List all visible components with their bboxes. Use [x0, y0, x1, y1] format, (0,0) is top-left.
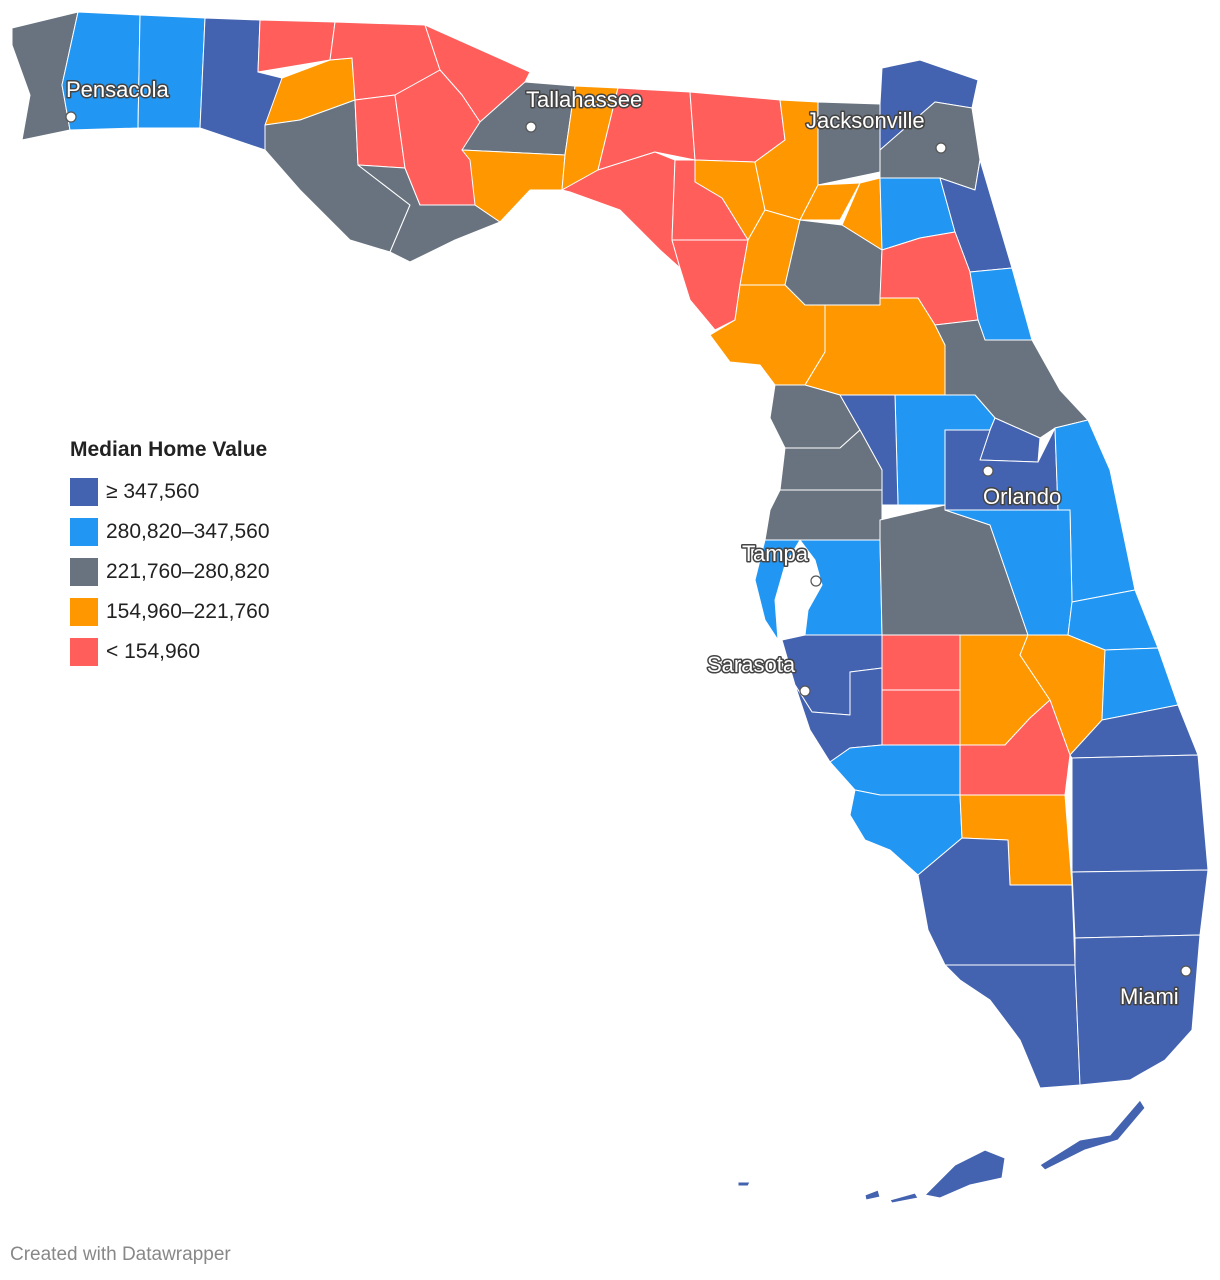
- county-okaloosa[interactable]: [137, 14, 206, 129]
- legend-item: < 154,960: [70, 632, 270, 672]
- county-madison[interactable]: [597, 87, 696, 171]
- county-hardee[interactable]: [881, 634, 961, 691]
- city-label-sarasota: Sarasota: [707, 652, 796, 677]
- legend: Median Home Value ≥ 347,560 280,820–347,…: [70, 438, 270, 672]
- city-dot-jacksonville: [935, 142, 947, 154]
- florida-county-map: Pensacola Tallahassee Jacksonville Orlan…: [11, 11, 1209, 1204]
- city-dot-miami: [1180, 965, 1192, 977]
- county-palm-beach[interactable]: [1071, 754, 1209, 873]
- city-label-tallahassee: Tallahassee: [526, 87, 642, 112]
- legend-item: 280,820–347,560: [70, 512, 270, 552]
- county-monroe[interactable]: [944, 964, 1081, 1089]
- county-miami-dade[interactable]: [1074, 934, 1201, 1086]
- city-dot-tampa: [810, 575, 822, 587]
- city-label-pensacola: Pensacola: [66, 77, 170, 102]
- city-sarasota: Sarasota: [706, 651, 811, 697]
- city-dot-orlando: [982, 465, 994, 477]
- legend-swatch: [70, 558, 98, 586]
- legend-swatch: [70, 478, 98, 506]
- datawrapper-credit: Created with Datawrapper: [10, 1244, 231, 1265]
- legend-title: Median Home Value: [70, 438, 268, 461]
- legend-item: 154,960–221,760: [70, 592, 270, 632]
- city-dot-pensacola: [65, 111, 77, 123]
- city-orlando: Orlando: [982, 465, 1063, 511]
- county-monroe-keys-west[interactable]: [737, 1181, 919, 1204]
- city-tampa: Tampa: [741, 540, 822, 587]
- city-label-tampa: Tampa: [742, 541, 809, 566]
- city-dot-sarasota: [799, 685, 811, 697]
- legend-swatch: [70, 638, 98, 666]
- county-pinellas[interactable]: [754, 539, 801, 641]
- legend-item: 221,760–280,820: [70, 552, 270, 592]
- city-label-orlando: Orlando: [983, 484, 1061, 509]
- county-marion[interactable]: [804, 297, 946, 396]
- county-broward[interactable]: [1071, 869, 1209, 939]
- legend-label: 280,820–347,560: [106, 520, 270, 543]
- city-label-jacksonville: Jacksonville: [806, 108, 925, 133]
- county-santa-rosa[interactable]: [61, 11, 141, 131]
- county-monroe-keys-east[interactable]: [1039, 1099, 1146, 1171]
- county-hillsborough[interactable]: [799, 539, 883, 636]
- legend-label: 221,760–280,820: [106, 560, 270, 583]
- county-charlotte[interactable]: [829, 744, 961, 796]
- legend-item: ≥ 347,560: [70, 472, 270, 512]
- county-pasco[interactable]: [764, 489, 883, 541]
- legend-label: < 154,960: [106, 640, 201, 663]
- city-label-miami: Miami: [1120, 984, 1179, 1009]
- county-union[interactable]: [799, 182, 861, 221]
- legend-label: 154,960–221,760: [106, 600, 270, 623]
- city-tallahassee: Tallahassee: [525, 86, 644, 133]
- city-dot-tallahassee: [525, 121, 537, 133]
- city-jacksonville: Jacksonville: [805, 107, 947, 154]
- legend-swatch: [70, 518, 98, 546]
- county-collier[interactable]: [917, 837, 1076, 966]
- city-miami: Miami: [1119, 965, 1192, 1011]
- county-desoto[interactable]: [881, 689, 961, 746]
- county-monroe-keys[interactable]: [924, 1149, 1006, 1199]
- legend-swatch: [70, 598, 98, 626]
- city-pensacola: Pensacola: [65, 76, 171, 123]
- legend-label: ≥ 347,560: [106, 480, 200, 503]
